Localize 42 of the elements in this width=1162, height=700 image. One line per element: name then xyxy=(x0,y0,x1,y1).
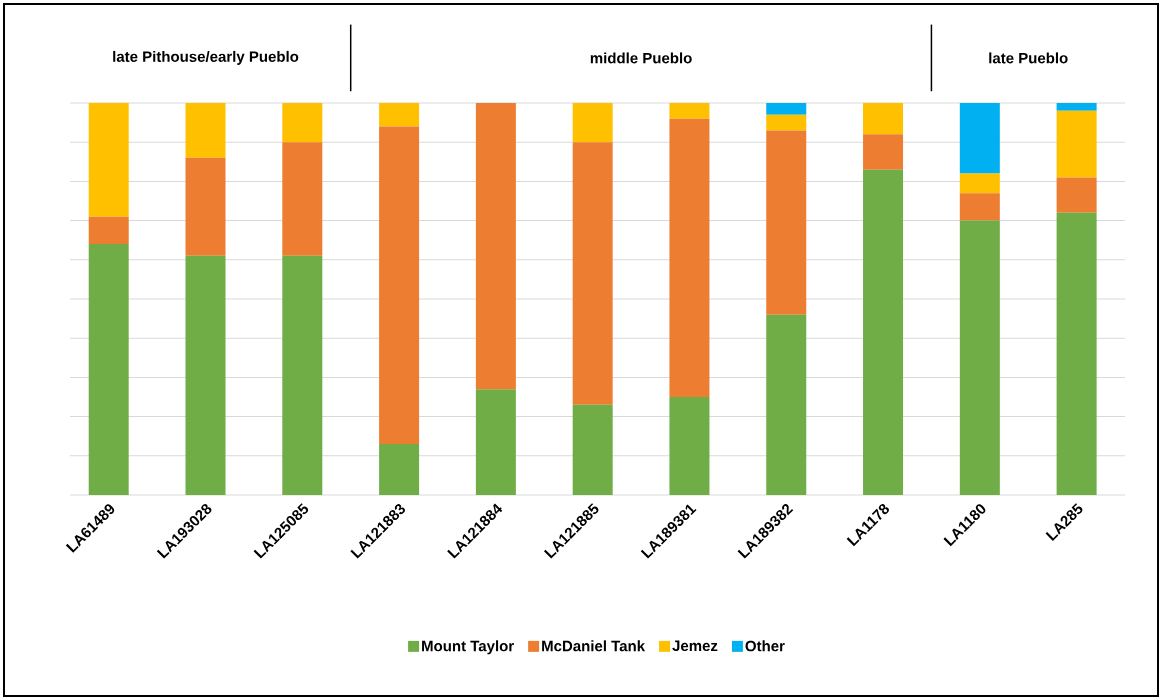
bar xyxy=(959,102,1000,174)
text: late Pueblo xyxy=(989,52,1068,64)
bar xyxy=(379,126,420,445)
bar xyxy=(959,193,1000,221)
text: middle Pueblo xyxy=(590,52,692,64)
bar xyxy=(379,102,420,127)
bar xyxy=(88,244,129,495)
bar xyxy=(1056,110,1097,178)
bar xyxy=(572,404,613,495)
bar xyxy=(863,169,904,495)
bar xyxy=(863,102,904,135)
bar xyxy=(1056,212,1097,495)
bar xyxy=(185,255,226,495)
bar xyxy=(572,142,613,405)
bar xyxy=(88,216,129,245)
bar xyxy=(475,102,516,390)
bar xyxy=(572,102,613,143)
bar xyxy=(669,396,710,495)
bar xyxy=(379,444,420,495)
bar xyxy=(766,102,807,115)
bar xyxy=(88,102,129,217)
legend-label: McDaniel Tank xyxy=(542,640,646,652)
bar xyxy=(669,102,710,119)
bar xyxy=(959,173,1000,194)
bar xyxy=(282,142,323,256)
bar xyxy=(669,118,710,397)
bar xyxy=(766,314,807,495)
text: late Pithouse/early Pueblo xyxy=(113,50,299,65)
bar xyxy=(475,389,516,495)
bar xyxy=(959,220,1000,495)
bar xyxy=(185,102,226,158)
legend-label: Jemez xyxy=(672,640,718,652)
bar xyxy=(282,102,323,143)
bar xyxy=(766,130,807,315)
legend-label: Other xyxy=(745,640,785,652)
legend-label: Mount Taylor xyxy=(422,640,514,655)
bar xyxy=(1056,177,1097,213)
bar xyxy=(185,157,226,256)
bar xyxy=(1056,102,1097,111)
bar xyxy=(863,134,904,170)
bar xyxy=(282,255,323,495)
bar xyxy=(766,114,807,131)
